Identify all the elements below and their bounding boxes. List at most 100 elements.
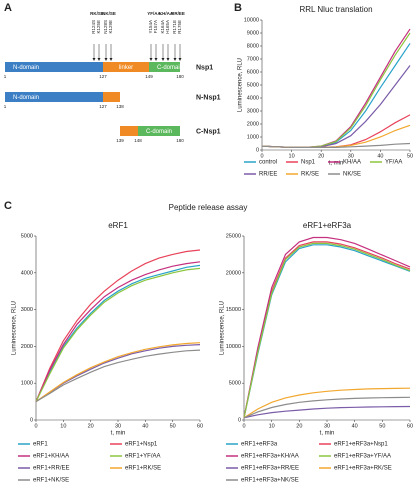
panel-title: Peptide release assay xyxy=(169,203,248,212)
legend-label: eRF1+Nsp1 xyxy=(125,442,158,448)
x-tick-label: 60 xyxy=(197,423,203,429)
legend-label: eRF1+RR/EE xyxy=(33,466,70,472)
domain-label: N-domain xyxy=(13,65,39,71)
y-tick-label: 25000 xyxy=(226,233,241,239)
mutation: H165A xyxy=(165,20,170,34)
mutation: N128S xyxy=(103,20,108,34)
y-axis-label: Luminescence, RLU xyxy=(12,301,18,355)
y-tick-label: 20000 xyxy=(226,270,241,276)
arrowhead xyxy=(173,58,177,61)
series-line xyxy=(243,241,411,418)
y-tick-label: 15000 xyxy=(226,307,241,313)
arrowhead xyxy=(178,58,182,61)
mutation: K125E xyxy=(96,20,101,34)
domain xyxy=(149,62,180,72)
residue-number: 149 xyxy=(145,74,153,79)
arrowhead xyxy=(109,58,113,61)
mutation-group: RK/SE xyxy=(90,11,104,16)
series-line xyxy=(261,28,411,148)
legend-label: eRF1+KH/AA xyxy=(33,454,69,460)
y-tick-label: 0 xyxy=(238,417,241,423)
series-line xyxy=(243,405,411,419)
legend-label: eRF1+eRF3a+Nsp1 xyxy=(334,442,388,448)
residue-number: 148 xyxy=(134,138,142,143)
x-tick-label: 20 xyxy=(318,153,324,159)
mutation: R171E xyxy=(172,20,177,34)
x-tick-label: 0 xyxy=(34,423,37,429)
series-line xyxy=(261,65,411,148)
construct-name: C-Nsp1 xyxy=(196,128,221,135)
x-tick-label: 40 xyxy=(352,423,358,429)
legend-label: RK/SE xyxy=(301,172,319,178)
domain xyxy=(5,92,103,102)
domain-label: C-domain xyxy=(146,129,172,135)
x-tick-label: 50 xyxy=(170,423,176,429)
y-tick-label: 3000 xyxy=(247,108,259,114)
residue-number: 138 xyxy=(116,104,124,109)
series-line xyxy=(35,261,201,402)
residue-number: 127 xyxy=(99,74,107,79)
mutation-group: YF/AA xyxy=(147,11,161,16)
residue-number: 139 xyxy=(116,138,124,143)
domain xyxy=(5,62,103,72)
series-line xyxy=(261,142,411,148)
y-tick-label: 1000 xyxy=(247,134,259,140)
residue-number: 1 xyxy=(4,74,7,79)
legend-label: eRF1 xyxy=(33,442,48,448)
legend-label: eRF1+eRF3a+NK/SE xyxy=(241,478,299,484)
arrowhead xyxy=(161,58,165,61)
x-tick-label: 40 xyxy=(142,423,148,429)
domain-label: N-domain xyxy=(13,95,39,101)
mutation: K129E xyxy=(108,20,113,34)
arrowhead xyxy=(92,58,96,61)
x-axis-label: t, min xyxy=(111,431,126,437)
series-line xyxy=(261,32,411,148)
series-line xyxy=(35,249,201,402)
y-tick-label: 2000 xyxy=(21,344,33,350)
series-line xyxy=(35,267,201,402)
arrowhead xyxy=(166,58,170,61)
x-tick-label: 30 xyxy=(348,153,354,159)
series-line xyxy=(35,349,201,403)
x-tick-label: 10 xyxy=(269,423,275,429)
y-tick-label: 1000 xyxy=(21,381,33,387)
mutation-group: RR/EE xyxy=(171,11,185,16)
residue-number: 127 xyxy=(99,104,107,109)
arrowhead xyxy=(97,58,101,61)
legend-label: eRF1+RK/SE xyxy=(125,466,161,472)
y-tick-label: 9000 xyxy=(247,30,259,36)
y-tick-label: 5000 xyxy=(247,82,259,88)
y-tick-label: 3000 xyxy=(21,307,33,313)
x-tick-label: 30 xyxy=(324,423,330,429)
series-line xyxy=(243,387,411,419)
construct-name: Nsp1 xyxy=(196,64,213,71)
legend-label: eRF1+eRF3a+RR/EE xyxy=(241,466,299,472)
legend-label: NK/SE xyxy=(343,172,361,178)
mutation: R124S xyxy=(91,20,96,34)
mutation: Y154A xyxy=(148,20,153,34)
domain xyxy=(103,92,120,102)
mutation: R175E xyxy=(177,20,182,34)
legend-label: eRF1+eRF3a+RK/SE xyxy=(334,466,392,472)
chart-title: eRF1 xyxy=(108,221,128,230)
y-tick-label: 4000 xyxy=(21,270,33,276)
residue-number: 180 xyxy=(176,74,184,79)
legend-label: eRF1+eRF3a xyxy=(241,442,278,448)
residue-number: 180 xyxy=(176,138,184,143)
y-tick-label: 4000 xyxy=(247,95,259,101)
legend-label: control xyxy=(259,160,277,166)
x-tick-label: 0 xyxy=(242,423,245,429)
x-axis-label: t, min xyxy=(320,431,335,437)
legend-label: Nsp1 xyxy=(301,160,316,166)
mutation: K164A xyxy=(160,20,165,34)
legend-label: eRF1+eRF3a+YF/AA xyxy=(334,454,391,460)
residue-number: 1 xyxy=(4,104,7,109)
legend-label: eRF1+eRF3a+KH/AA xyxy=(241,454,299,460)
y-tick-label: 0 xyxy=(256,147,259,153)
x-tick-label: 10 xyxy=(289,153,295,159)
arrowhead xyxy=(154,58,158,61)
series-line xyxy=(35,342,201,403)
legend-label: RR/EE xyxy=(259,172,277,178)
domain-label: linker xyxy=(119,65,133,71)
x-tick-label: 10 xyxy=(60,423,66,429)
